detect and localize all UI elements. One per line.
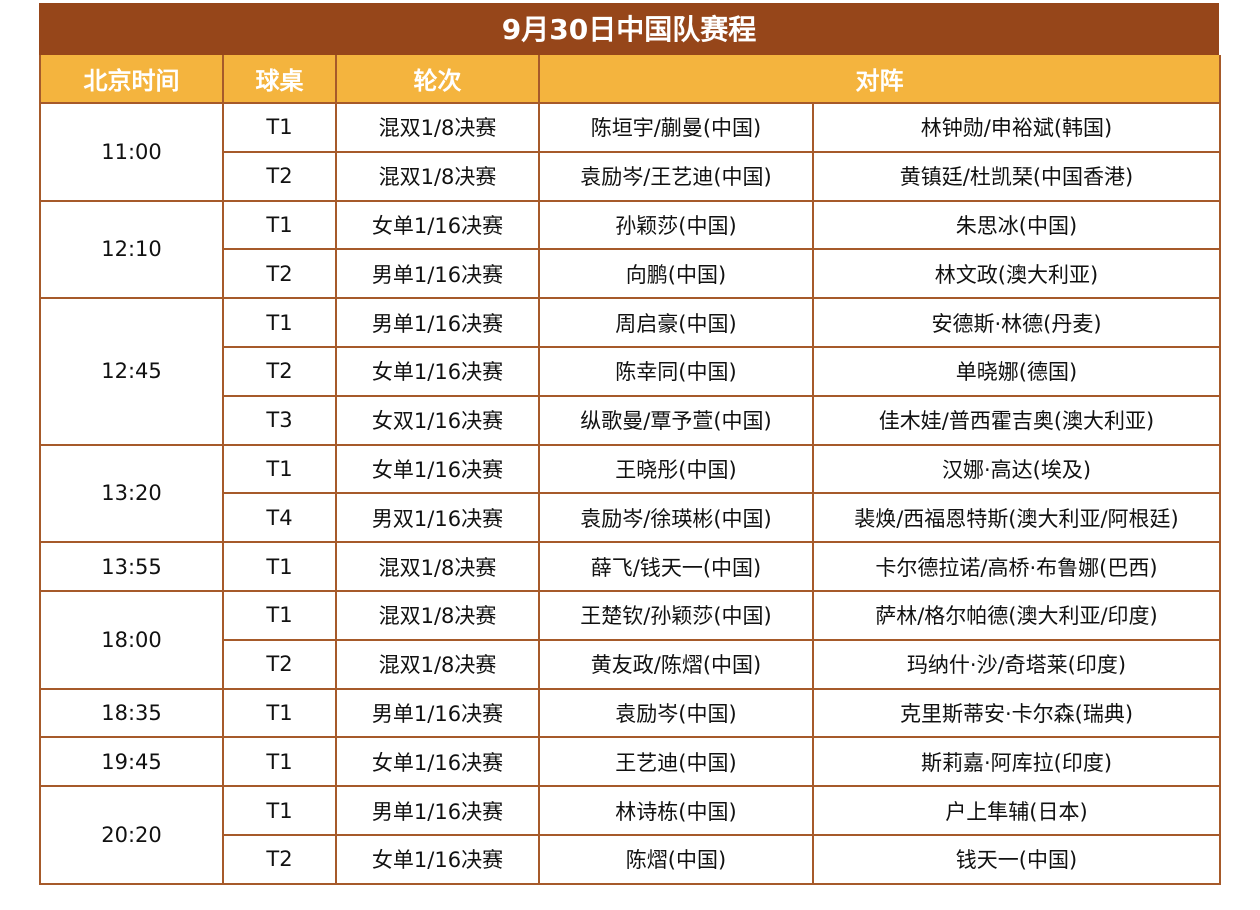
round-cell: 女单1/16决赛 xyxy=(335,443,540,495)
match-row: T3 女双1/16决赛 纵歌曼/覃予萱(中国) 佳木娃/普西霍吉奥(澳大利亚) xyxy=(40,394,1221,446)
player-b-cell: 单晓娜(德国) xyxy=(812,345,1221,397)
match-row: 20:20 T1 男单1/16决赛 林诗栋(中国) 户上隼辅(日本) xyxy=(39,785,1221,885)
round-cell: 女单1/16决赛 xyxy=(335,345,540,397)
player-a-cell: 袁励岑/王艺迪(中国) xyxy=(538,150,814,202)
time-cell: 12:45 xyxy=(39,297,224,446)
player-b-cell: 裴焕/西福恩特斯(澳大利亚/阿根廷) xyxy=(812,492,1221,544)
player-b-cell: 佳木娃/普西霍吉奥(澳大利亚) xyxy=(812,394,1221,446)
player-b-cell: 玛纳什·沙/奇塔莱(印度) xyxy=(812,638,1221,690)
round-cell: 男单1/16决赛 xyxy=(335,248,540,300)
player-a-cell: 向鹏(中国) xyxy=(538,248,814,300)
header-row: 北京时间 球桌 轮次 对阵 xyxy=(39,55,1221,104)
player-b-cell: 克里斯蒂安·卡尔森(瑞典) xyxy=(812,687,1221,739)
player-a-cell: 王艺迪(中国) xyxy=(538,736,814,788)
table-cell: T1 xyxy=(222,199,337,251)
player-b-cell: 户上隼辅(日本) xyxy=(812,785,1221,836)
table-cell: T3 xyxy=(222,394,337,446)
table-cell: T1 xyxy=(222,589,337,641)
time-cell: 12:10 xyxy=(39,199,224,300)
player-b-cell: 钱天一(中国) xyxy=(812,833,1221,885)
round-cell: 男单1/16决赛 xyxy=(335,687,540,739)
header-cell: 球桌 xyxy=(222,55,337,104)
schedule: 9月30日中国队赛程 北京时间 球桌 轮次 对阵 11:00 T1 混双1/8决赛 陈垣宇/… xyxy=(39,3,1221,885)
round-cell: 混双1/8决赛 xyxy=(335,541,540,592)
player-a-cell: 黄友政/陈熠(中国) xyxy=(538,638,814,690)
player-a-cell: 陈垣宇/蒯曼(中国) xyxy=(538,102,814,153)
time-cell: 18:00 xyxy=(39,589,224,690)
table-cell: T2 xyxy=(222,345,337,397)
round-cell: 男双1/16决赛 xyxy=(335,492,540,544)
player-a-cell: 王楚钦/孙颖莎(中国) xyxy=(538,589,814,641)
round-cell: 女单1/16决赛 xyxy=(335,833,540,885)
match-row: 12:10 T1 女单1/16决赛 孙颖莎(中国) 朱思冰(中国) xyxy=(39,199,1221,300)
player-a-cell: 陈熠(中国) xyxy=(538,833,814,885)
match-row: 12:45 T1 男单1/16决赛 周启豪(中国) 安德斯·林德(丹麦) xyxy=(39,297,1221,446)
player-a-cell: 王晓彤(中国) xyxy=(538,443,814,495)
header-cell: 对阵 xyxy=(538,55,1221,104)
player-b-cell: 卡尔德拉诺/高桥·布鲁娜(巴西) xyxy=(812,541,1221,592)
round-cell: 混双1/8决赛 xyxy=(335,102,540,153)
match-row: T4 男双1/16决赛 袁励岑/徐瑛彬(中国) 裴焕/西福恩特斯(澳大利亚/阿根廷) xyxy=(40,492,1221,544)
table-cell: T2 xyxy=(222,150,337,202)
round-cell: 男单1/16决赛 xyxy=(335,297,540,348)
player-b-cell: 林钟勋/申裕斌(韩国) xyxy=(812,102,1221,153)
table-cell: T1 xyxy=(222,687,337,739)
match-row: T2 男单1/16决赛 向鹏(中国) 林文政(澳大利亚) xyxy=(40,248,1221,300)
player-a-cell: 林诗栋(中国) xyxy=(538,785,814,836)
round-cell: 女双1/16决赛 xyxy=(335,394,540,446)
table-cell: T2 xyxy=(222,248,337,300)
player-a-cell: 陈幸同(中国) xyxy=(538,345,814,397)
time-cell: 11:00 xyxy=(39,102,224,202)
header-cell: 轮次 xyxy=(335,55,540,104)
table-cell: T2 xyxy=(222,833,337,885)
player-a-cell: 袁励岑/徐瑛彬(中国) xyxy=(538,492,814,544)
header-cell: 北京时间 xyxy=(39,55,224,104)
player-a-cell: 纵歌曼/覃予萱(中国) xyxy=(538,394,814,446)
player-b-cell: 朱思冰(中国) xyxy=(812,199,1221,251)
round-cell: 女单1/16决赛 xyxy=(335,736,540,788)
table-cell: T1 xyxy=(222,102,337,153)
match-row: 13:20 T1 女单1/16决赛 王晓彤(中国) 汉娜·高达(埃及) xyxy=(39,443,1221,544)
round-cell: 女单1/16决赛 xyxy=(335,199,540,251)
player-b-cell: 汉娜·高达(埃及) xyxy=(812,443,1221,495)
match-row: 13:55 T1 混双1/8决赛 薛飞/钱天一(中国) 卡尔德拉诺/高桥·布鲁娜(巴西) xyxy=(39,541,1221,592)
time-cell: 19:45 xyxy=(39,736,224,788)
time-cell: 13:20 xyxy=(39,443,224,544)
match-row: 19:45 T1 女单1/16决赛 王艺迪(中国) 斯莉嘉·阿库拉(印度) xyxy=(39,736,1221,788)
table-cell: T1 xyxy=(222,541,337,592)
match-row: T2 女单1/16决赛 陈熠(中国) 钱天一(中国) xyxy=(40,833,1221,885)
round-cell: 混双1/8决赛 xyxy=(335,589,540,641)
table-cell: T1 xyxy=(222,297,337,348)
table-cell: T1 xyxy=(222,736,337,788)
time-cell: 13:55 xyxy=(39,541,224,592)
table-cell: T2 xyxy=(222,638,337,690)
match-row: T2 女单1/16决赛 陈幸同(中国) 单晓娜(德国) xyxy=(40,345,1221,397)
player-b-cell: 安德斯·林德(丹麦) xyxy=(812,297,1221,348)
table-cell: T1 xyxy=(222,443,337,495)
match-row: T2 混双1/8决赛 袁励岑/王艺迪(中国) 黄镇廷/杜凯琹(中国香港) xyxy=(40,150,1221,202)
table-cell: T1 xyxy=(222,785,337,836)
round-cell: 混双1/8决赛 xyxy=(335,150,540,202)
player-b-cell: 斯莉嘉·阿库拉(印度) xyxy=(812,736,1221,788)
schedule-table: 北京时间 球桌 轮次 对阵 11:00 T1 混双1/8决赛 陈垣宇/蒯曼(中国) 林钟勋/申… xyxy=(39,55,1221,885)
player-b-cell: 林文政(澳大利亚) xyxy=(812,248,1221,300)
match-row: 18:00 T1 混双1/8决赛 王楚钦/孙颖莎(中国) 萨林/格尔帕德(澳大利亚/印度… xyxy=(39,589,1221,690)
player-a-cell: 周启豪(中国) xyxy=(538,297,814,348)
time-cell: 20:20 xyxy=(39,785,224,885)
title: 9月30日中国队赛程 xyxy=(39,3,1219,55)
match-row: T2 混双1/8决赛 黄友政/陈熠(中国) 玛纳什·沙/奇塔莱(印度) xyxy=(40,638,1221,690)
time-cell: 18:35 xyxy=(39,687,224,739)
round-cell: 男单1/16决赛 xyxy=(335,785,540,836)
player-a-cell: 袁励岑(中国) xyxy=(538,687,814,739)
player-a-cell: 薛飞/钱天一(中国) xyxy=(538,541,814,592)
player-a-cell: 孙颖莎(中国) xyxy=(538,199,814,251)
match-row: 18:35 T1 男单1/16决赛 袁励岑(中国) 克里斯蒂安·卡尔森(瑞典) xyxy=(39,687,1221,739)
player-b-cell: 萨林/格尔帕德(澳大利亚/印度) xyxy=(812,589,1221,641)
player-b-cell: 黄镇廷/杜凯琹(中国香港) xyxy=(812,150,1221,202)
match-row: 11:00 T1 混双1/8决赛 陈垣宇/蒯曼(中国) 林钟勋/申裕斌(韩国) xyxy=(39,102,1221,202)
table-body: 11:00 T1 混双1/8决赛 陈垣宇/蒯曼(中国) 林钟勋/申裕斌(韩国) T2 混双1… xyxy=(39,102,1221,885)
table-cell: T4 xyxy=(222,492,337,544)
round-cell: 混双1/8决赛 xyxy=(335,638,540,690)
